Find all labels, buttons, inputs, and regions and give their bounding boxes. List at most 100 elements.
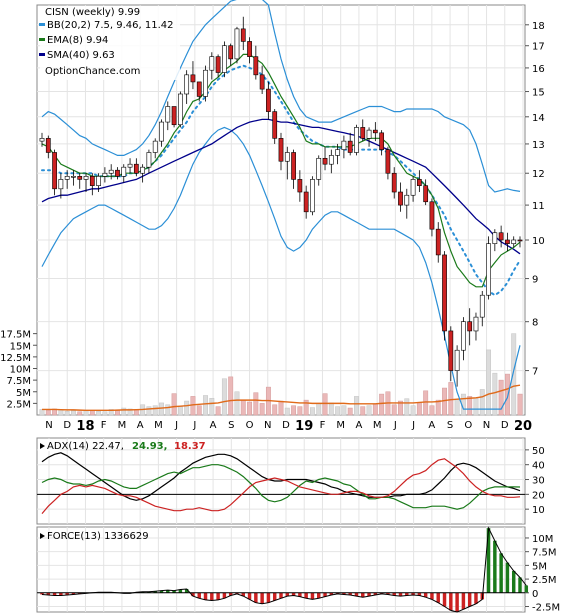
candle — [366, 127, 372, 147]
volume-bar — [316, 403, 322, 416]
volume-bar — [77, 411, 83, 416]
candle-body — [83, 176, 89, 180]
force-tick-label: 7.5M — [532, 548, 557, 559]
candle-body — [196, 81, 202, 97]
volume-bar — [64, 411, 70, 416]
candle-body — [115, 169, 120, 177]
volume-bar — [335, 406, 341, 416]
price-legend: CISN (weekly) 9.99 BB(20,2) 7.5, 9.46, 1… — [39, 6, 180, 80]
volume-bar — [215, 406, 221, 416]
candle-body — [511, 239, 517, 244]
candle — [266, 81, 271, 120]
candle-body — [146, 152, 152, 168]
volume-bar — [398, 400, 403, 416]
month-label: M — [336, 420, 345, 431]
candle-body — [64, 176, 70, 180]
candle-body — [391, 172, 397, 193]
candle-body — [259, 74, 265, 90]
adx-tick-label: 30 — [532, 476, 545, 487]
volume-bar — [454, 398, 460, 416]
candle — [492, 229, 498, 252]
adx-tick-label: 10 — [532, 505, 545, 516]
bollinger-bands — [41, 0, 521, 410]
candle-body — [379, 132, 385, 150]
volume-bar — [391, 404, 397, 416]
candle-body — [278, 138, 284, 162]
candle — [159, 119, 164, 147]
candle-body — [328, 155, 334, 165]
candle-body — [284, 152, 290, 162]
candle — [416, 170, 422, 193]
volume-bar — [504, 373, 510, 416]
candle-body — [58, 179, 64, 190]
candle — [102, 167, 108, 183]
candle-body — [222, 45, 227, 73]
legend-site: OptionChance.com — [45, 66, 140, 77]
volume-bar — [291, 405, 297, 416]
candle — [203, 65, 208, 102]
candle — [52, 149, 57, 196]
volume-bar — [159, 402, 164, 416]
volume-bar — [284, 407, 290, 416]
candle-body — [247, 41, 252, 57]
volume-tick-label: 10M — [10, 365, 31, 376]
candle-body — [341, 140, 347, 150]
candle-body — [505, 239, 510, 244]
adx-lines — [41, 452, 521, 514]
price-tick-label: 15 — [532, 88, 545, 99]
candle-body — [347, 140, 353, 153]
volume-bar — [171, 393, 177, 416]
candlesticks — [39, 16, 523, 387]
price-tick-label: 7 — [532, 367, 538, 378]
candle — [171, 106, 177, 128]
price-tick-label: 10 — [532, 236, 545, 247]
candle-body — [360, 127, 366, 139]
volume-bar — [184, 400, 190, 416]
candle-body — [316, 157, 322, 180]
volume-bar — [511, 333, 517, 416]
candle — [45, 135, 51, 159]
month-label: D — [501, 420, 509, 431]
candle-body — [121, 166, 127, 177]
candle-body — [517, 239, 523, 242]
candle-body — [171, 106, 177, 126]
volume-bar — [416, 402, 422, 416]
candle — [505, 232, 510, 252]
candle — [303, 185, 309, 219]
triangle-icon — [40, 443, 45, 449]
candle-body — [152, 140, 158, 153]
volume-bar — [127, 408, 133, 416]
candle — [152, 138, 158, 159]
volume-bar — [498, 379, 504, 416]
bb-middle-line — [41, 64, 521, 297]
month-label: D — [282, 420, 290, 431]
candle — [316, 155, 322, 186]
candle — [222, 41, 227, 78]
candle — [429, 198, 435, 237]
force-legend-label: FORCE(13) 1336629 — [47, 531, 149, 542]
price-tick-label: 17 — [532, 42, 545, 53]
candle — [71, 170, 76, 186]
price-tick-label: 12 — [532, 169, 545, 180]
volume-bar — [121, 407, 127, 416]
candle — [253, 45, 259, 80]
force-tick-label: 0 — [532, 589, 538, 600]
candle — [423, 179, 429, 206]
volume-bar — [492, 372, 498, 416]
candle — [473, 312, 479, 341]
candle — [190, 61, 196, 90]
candle — [83, 173, 89, 193]
candle — [64, 170, 70, 189]
candle-body — [228, 45, 234, 60]
candle — [39, 132, 45, 147]
volume-bar — [253, 392, 259, 416]
month-label: A — [137, 420, 144, 431]
candle-body — [410, 179, 416, 196]
candle — [372, 122, 378, 142]
candle-body — [416, 179, 422, 186]
candle — [479, 290, 485, 327]
candle-body — [498, 232, 504, 241]
volume-bar — [228, 376, 234, 416]
